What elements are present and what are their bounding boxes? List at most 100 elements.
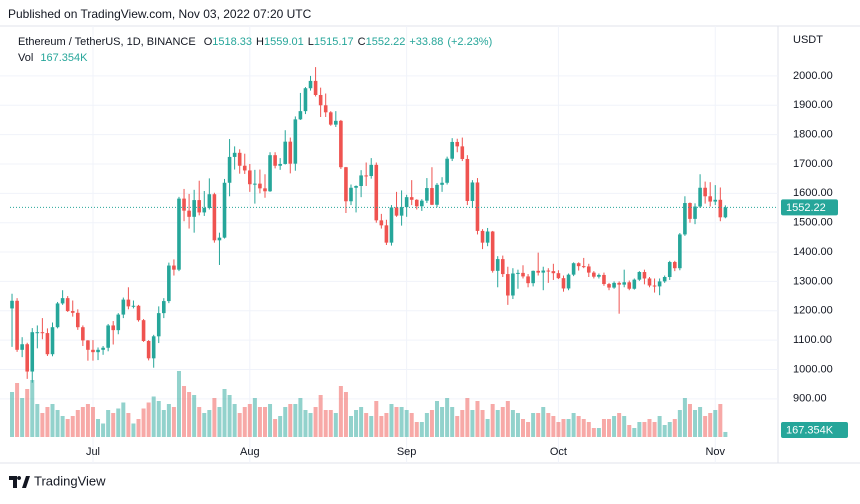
volume-legend: Vol 167.354K xyxy=(18,52,88,64)
candle-body xyxy=(475,182,480,231)
volume-bar xyxy=(40,413,45,437)
volume-bar xyxy=(556,422,561,437)
price-tag-bg xyxy=(781,199,838,216)
candle-body xyxy=(485,231,490,243)
volume-bar xyxy=(85,404,90,437)
volume-bar xyxy=(500,407,505,437)
y-tick-label: 2000.00 xyxy=(793,70,833,82)
candle-body xyxy=(86,340,90,350)
y-tick-label: 1800.00 xyxy=(793,129,833,141)
candle-body xyxy=(678,234,682,269)
volume-bar xyxy=(424,413,429,437)
volume-bar xyxy=(182,386,187,437)
volume-bar xyxy=(106,410,111,437)
volume-bar xyxy=(662,425,667,437)
candle-body xyxy=(617,282,621,285)
candle-body xyxy=(389,207,394,243)
volume-bar xyxy=(136,419,141,437)
candle-body xyxy=(263,188,267,192)
y-tick-label: 1200.00 xyxy=(793,305,833,317)
volume-bar xyxy=(328,410,333,437)
volume-bar xyxy=(247,404,252,437)
legend-line: Ethereum / TetherUS, 1D, BINANCE O1518.33… xyxy=(18,36,492,48)
candle-body xyxy=(55,303,60,328)
candle-body xyxy=(556,273,561,279)
candle-body xyxy=(35,332,40,334)
candle-body xyxy=(20,344,24,350)
candle-body xyxy=(409,197,414,200)
candle-body xyxy=(283,141,288,164)
candle-body xyxy=(506,274,510,296)
candle-body xyxy=(511,273,515,296)
candle-body xyxy=(141,320,146,342)
volume-bar xyxy=(176,371,181,437)
price-tag: 1552.22 xyxy=(786,202,826,214)
candle-body xyxy=(45,333,50,355)
axis-layer: 900.00 1000.00 1100.00 1200.00 1300.00 1400.0… xyxy=(86,70,848,458)
candle-body xyxy=(222,182,227,238)
volume-bar xyxy=(515,413,520,437)
ohlc-key: H xyxy=(256,36,264,48)
ohlc-value: 1552.22 xyxy=(366,36,406,48)
candle-body xyxy=(445,158,449,183)
volume-bar xyxy=(101,423,106,437)
candle-body xyxy=(81,327,85,341)
candle-body xyxy=(253,183,257,185)
volume-bar xyxy=(252,398,257,437)
x-tick-label: Sep xyxy=(397,446,417,458)
volume-bar xyxy=(708,413,713,437)
candle-body xyxy=(455,141,460,147)
volume-bar xyxy=(617,413,622,437)
candle-body xyxy=(703,187,707,197)
volume-bar xyxy=(470,410,475,437)
symbol: Ethereum / TetherUS, 1D, BINANCE xyxy=(18,36,196,48)
candle-body xyxy=(642,272,647,279)
candle-body xyxy=(480,230,485,243)
volume-bar xyxy=(384,413,389,437)
volume-bar xyxy=(30,380,35,437)
y-tick-label: 1100.00 xyxy=(793,334,832,346)
volume-bar xyxy=(359,407,364,437)
volume-bar xyxy=(354,410,359,437)
candle-body xyxy=(50,327,55,355)
volume-bar xyxy=(70,416,75,437)
volume-bar xyxy=(526,422,531,437)
candle-body xyxy=(602,274,606,285)
volume-bar xyxy=(682,398,687,437)
candle-body xyxy=(349,187,353,202)
currency: USDT xyxy=(793,34,823,46)
candle-body xyxy=(440,182,444,185)
volume-bar xyxy=(288,404,293,437)
candle-body xyxy=(121,299,126,315)
candle-body xyxy=(627,282,632,289)
ohlc-value: 1559.01 xyxy=(264,36,304,48)
volume-bar xyxy=(364,413,369,437)
volume-tag: 167.354K xyxy=(786,424,834,436)
candle-body xyxy=(65,298,70,312)
ohlc-key: O xyxy=(204,36,213,48)
volume-bar xyxy=(435,401,440,437)
volume-bar xyxy=(232,404,237,437)
volume-bar xyxy=(151,396,156,437)
volume-bar xyxy=(318,395,323,437)
volume-bar xyxy=(237,413,242,437)
candle-body xyxy=(708,196,713,202)
volume-bar xyxy=(652,422,657,437)
volume-bar xyxy=(561,419,566,437)
candle-body xyxy=(546,270,551,272)
candle-body xyxy=(581,266,586,268)
candle-body xyxy=(197,200,202,213)
candle-body xyxy=(450,141,454,159)
volume-bar xyxy=(10,392,15,437)
volume-bar xyxy=(222,389,227,437)
volume-bar xyxy=(394,407,399,437)
volume-bar xyxy=(698,407,703,437)
volume-bar xyxy=(404,410,409,437)
volume-bar xyxy=(45,407,50,437)
volume-bar xyxy=(576,416,581,437)
volume-bar xyxy=(419,422,424,437)
candle-body xyxy=(531,270,535,284)
volume-bar xyxy=(96,419,101,437)
candle-body xyxy=(75,312,80,328)
